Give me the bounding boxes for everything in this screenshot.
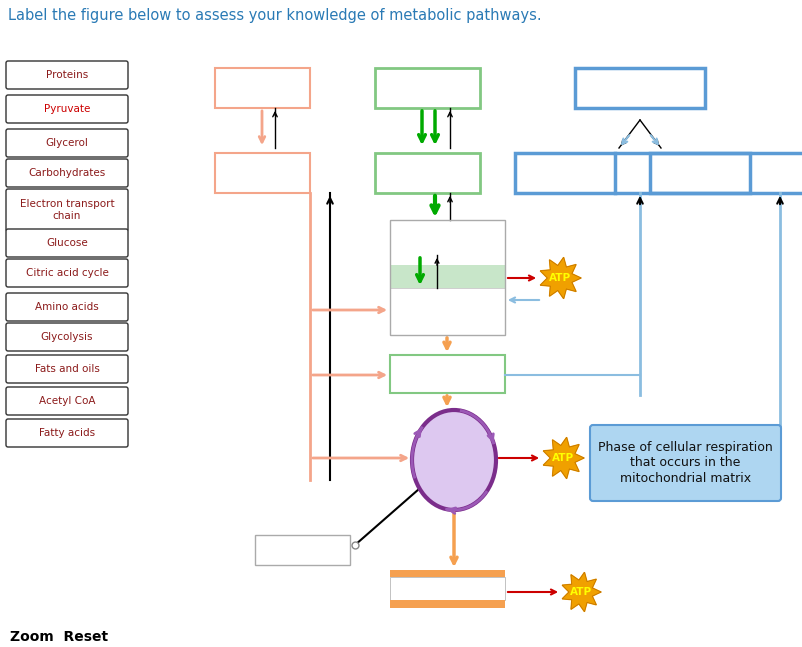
FancyBboxPatch shape bbox=[6, 229, 128, 257]
Text: ATP: ATP bbox=[570, 587, 592, 597]
FancyBboxPatch shape bbox=[6, 61, 128, 89]
FancyBboxPatch shape bbox=[6, 355, 128, 383]
Bar bbox=[650, 153, 750, 193]
Text: Phase of cellular respiration
that occurs in the
mitochondrial matrix: Phase of cellular respiration that occur… bbox=[598, 441, 773, 485]
Bar bbox=[390, 355, 505, 393]
Bar bbox=[390, 220, 505, 335]
FancyBboxPatch shape bbox=[6, 293, 128, 321]
Bar bbox=[215, 153, 310, 193]
Text: Amino acids: Amino acids bbox=[35, 302, 99, 312]
FancyBboxPatch shape bbox=[6, 387, 128, 415]
Text: Electron transport
chain: Electron transport chain bbox=[20, 199, 115, 221]
Bar bbox=[375, 68, 480, 108]
Text: Fats and oils: Fats and oils bbox=[34, 364, 99, 374]
Bar bbox=[390, 288, 505, 335]
FancyBboxPatch shape bbox=[6, 95, 128, 123]
Text: Glycerol: Glycerol bbox=[46, 138, 88, 148]
Text: Label the figure below to assess your knowledge of metabolic pathways.: Label the figure below to assess your kn… bbox=[8, 8, 541, 23]
Bar bbox=[390, 220, 505, 265]
FancyBboxPatch shape bbox=[6, 189, 128, 231]
Bar bbox=[390, 570, 505, 577]
Bar bbox=[215, 68, 310, 108]
Bar bbox=[390, 577, 505, 600]
FancyBboxPatch shape bbox=[6, 159, 128, 187]
Text: Carbohydrates: Carbohydrates bbox=[28, 168, 106, 178]
FancyBboxPatch shape bbox=[6, 259, 128, 287]
FancyBboxPatch shape bbox=[6, 129, 128, 157]
Polygon shape bbox=[562, 573, 601, 611]
Text: Citric acid cycle: Citric acid cycle bbox=[26, 268, 108, 278]
Text: Acetyl CoA: Acetyl CoA bbox=[38, 396, 95, 406]
Bar bbox=[575, 68, 705, 108]
Bar bbox=[255, 535, 350, 565]
Text: ATP: ATP bbox=[552, 453, 574, 463]
Text: Proteins: Proteins bbox=[46, 70, 88, 80]
Text: Pyruvate: Pyruvate bbox=[44, 104, 90, 114]
FancyBboxPatch shape bbox=[6, 419, 128, 447]
Ellipse shape bbox=[412, 410, 496, 510]
Bar bbox=[375, 153, 480, 193]
Polygon shape bbox=[541, 258, 581, 299]
FancyBboxPatch shape bbox=[590, 425, 781, 501]
Text: Zoom  Reset: Zoom Reset bbox=[10, 630, 108, 644]
Bar bbox=[515, 153, 615, 193]
Text: Glucose: Glucose bbox=[47, 238, 88, 248]
Bar bbox=[390, 265, 505, 288]
Polygon shape bbox=[543, 437, 584, 479]
Text: Glycolysis: Glycolysis bbox=[41, 332, 93, 342]
Text: ATP: ATP bbox=[549, 273, 571, 283]
Text: Fatty acids: Fatty acids bbox=[39, 428, 95, 438]
FancyBboxPatch shape bbox=[6, 323, 128, 351]
Bar bbox=[390, 600, 505, 608]
